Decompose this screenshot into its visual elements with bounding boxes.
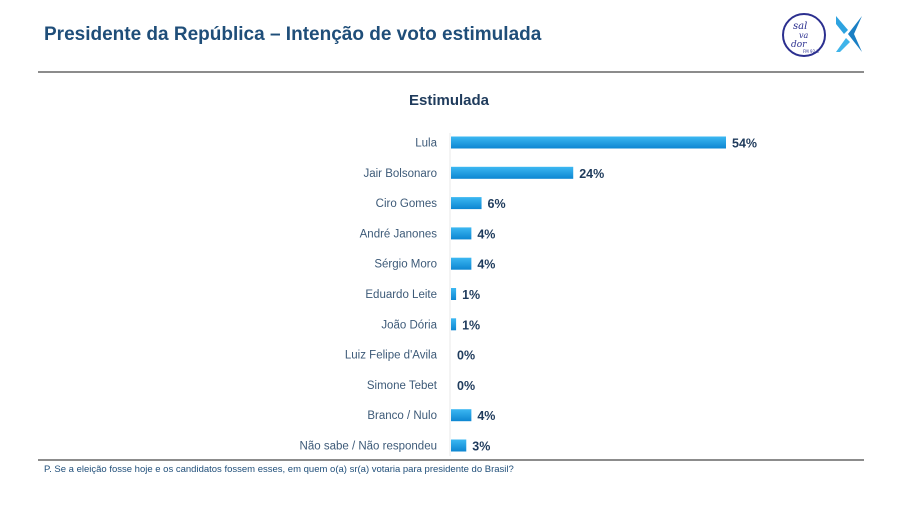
value-label: 0% <box>457 349 475 363</box>
bar <box>451 197 482 210</box>
logo-text-va: va <box>799 31 809 40</box>
bar <box>451 227 472 240</box>
logo-text-dor: dor <box>791 40 807 50</box>
category-label: João Dória <box>381 319 437 331</box>
value-label: 24% <box>579 167 604 181</box>
value-label: 1% <box>462 288 480 302</box>
category-label: Luiz Felipe d'Avila <box>345 350 438 362</box>
category-label: Jair Bolsonaro <box>363 168 437 180</box>
x-brand-logo <box>834 14 864 54</box>
category-label: Não sabe / Não respondeu <box>300 441 437 453</box>
value-label: 0% <box>457 379 475 393</box>
category-label: Lula <box>415 138 437 150</box>
value-label: 1% <box>462 318 480 332</box>
footer-divider <box>38 459 864 461</box>
category-label: André Janones <box>360 228 438 240</box>
value-label: 54% <box>732 137 757 151</box>
category-label: Simone Tebet <box>367 380 438 392</box>
value-label: 3% <box>472 440 490 454</box>
category-label: Eduardo Leite <box>365 289 437 301</box>
bar <box>451 318 457 331</box>
bar <box>451 409 472 422</box>
chart-title: Estimulada <box>408 92 490 109</box>
value-label: 4% <box>477 227 495 241</box>
category-label: Ciro Gomes <box>376 198 438 210</box>
logo-text-sal: sal <box>793 21 807 32</box>
page-title: Presidente da República – Intenção de vo… <box>44 24 542 45</box>
category-label: Branco / Nulo <box>367 410 437 422</box>
header-divider <box>38 71 864 73</box>
question-footnote: P. Se a eleição fosse hoje e os candidat… <box>44 464 514 475</box>
bar <box>451 439 467 452</box>
bar <box>451 288 457 300</box>
bar <box>451 257 472 270</box>
category-label: Sérgio Moro <box>374 259 437 271</box>
bar <box>451 166 574 179</box>
value-label: 6% <box>488 197 506 211</box>
bar <box>451 136 726 149</box>
value-label: 4% <box>477 258 495 272</box>
value-label: 4% <box>477 409 495 423</box>
logo-text-fm: FM 92.3 <box>803 49 819 54</box>
salvador-fm-logo: sal va dor FM 92.3 <box>781 12 827 58</box>
